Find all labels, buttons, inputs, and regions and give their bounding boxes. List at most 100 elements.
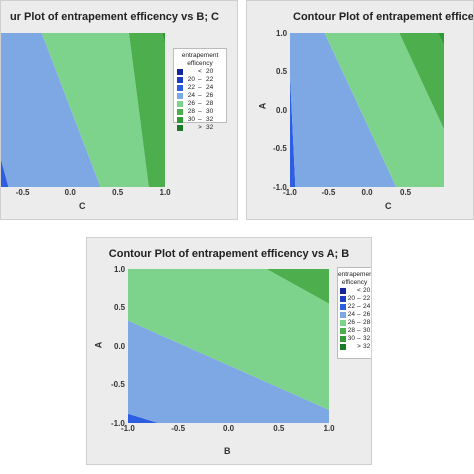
- legend: entrapement efficency <20 20–22 22–24 24–26…: [173, 48, 227, 131]
- y-axis-label: A: [257, 102, 268, 110]
- legend-lower-value: 22: [187, 84, 195, 91]
- legend: entrapement efficency <20 20–22 22–24 24–26…: [337, 267, 371, 359]
- y-axis-label: A: [93, 341, 104, 349]
- legend-upper-value: 32: [206, 116, 214, 123]
- legend-lower-value: 26: [187, 100, 195, 107]
- x-axis-label: C: [79, 201, 86, 211]
- legend-entry: 20–22: [174, 76, 226, 84]
- legend-lower-value: 26: [347, 319, 355, 326]
- legend-lower-value: 30: [187, 116, 195, 123]
- legend-swatch: [340, 336, 346, 342]
- contour-region-3: [128, 33, 165, 187]
- legend-entry: <20: [174, 68, 226, 76]
- legend-entry: <20: [338, 287, 371, 295]
- legend-separator: –: [198, 116, 202, 123]
- chart-title: Contour Plot of entrapement efficency vs…: [108, 248, 350, 260]
- x-tick-label: -1.0: [121, 424, 135, 433]
- x-tick-label: 0.0: [223, 424, 235, 433]
- y-tick-label: 0.5: [276, 67, 288, 76]
- chart-title: ur Plot of entrapement efficency vs B; C: [9, 11, 219, 23]
- legend-swatch: [340, 296, 346, 302]
- x-tick-label: 0.5: [273, 424, 285, 433]
- legend-upper-value: 32: [206, 124, 214, 131]
- legend-lower-value: 30: [347, 335, 355, 342]
- contour-region-0: [1, 159, 9, 187]
- contour-region-2: [41, 33, 149, 187]
- contour-region-2: [324, 33, 444, 187]
- legend-lower-value: 24: [187, 92, 195, 99]
- legend-upper-value: 26: [363, 311, 371, 318]
- legend-swatch: [340, 344, 346, 350]
- legend-lower-value: 28: [347, 327, 355, 334]
- x-tick-label: 1.0: [323, 424, 335, 433]
- contour-plot-area: [128, 269, 329, 423]
- legend-swatch: [177, 77, 183, 83]
- legend-entry: 30–32: [174, 116, 226, 124]
- legend-upper-value: 20: [363, 287, 371, 294]
- legend-lower-value: 22: [347, 303, 355, 310]
- legend-separator: –: [198, 108, 202, 115]
- legend-entry: 24–26: [338, 311, 371, 319]
- legend-swatch: [177, 109, 183, 115]
- contour-panel-ac: Contour Plot of entrapement efficency A …: [246, 0, 474, 220]
- legend-swatch: [177, 101, 183, 107]
- contour-panel-bc: ur Plot of entrapement efficency vs B; C…: [0, 0, 238, 220]
- legend-upper-value: 32: [363, 335, 371, 342]
- legend-swatch: [177, 117, 183, 123]
- legend-upper-value: 30: [206, 108, 214, 115]
- legend-swatch: [177, 93, 183, 99]
- y-tick-label: 0.0: [114, 341, 126, 351]
- legend-entry: 22–24: [338, 303, 371, 311]
- legend-upper-value: 32: [363, 343, 371, 350]
- legend-swatch: [177, 125, 183, 131]
- legend-upper-value: 28: [206, 100, 214, 107]
- legend-upper-value: 22: [363, 295, 371, 302]
- legend-upper-value: 28: [363, 319, 371, 326]
- legend-separator: –: [357, 319, 361, 326]
- contour-plot-area: [1, 33, 165, 187]
- legend-lower-value: 20: [187, 76, 195, 83]
- x-tick-label: 1.0: [159, 188, 171, 197]
- contour-region-0: [290, 75, 296, 187]
- legend-lower-value: 20: [347, 295, 355, 302]
- legend-entry: 24–26: [174, 92, 226, 100]
- x-tick-label: -0.5: [171, 424, 186, 433]
- y-tick-label: -0.5: [111, 380, 125, 389]
- legend-separator: >: [198, 124, 202, 131]
- legend-entry: 26–28: [338, 319, 371, 327]
- x-tick-label: 0.5: [400, 188, 412, 197]
- contour-region-1: [290, 33, 397, 187]
- legend-entry: 28–30: [174, 108, 226, 116]
- legend-separator: –: [198, 76, 202, 83]
- y-tick-label: 1.0: [276, 28, 288, 38]
- legend-lower-value: 24: [347, 311, 355, 318]
- y-tick-label: -1.0: [111, 418, 125, 428]
- contour-region-1: [128, 320, 329, 423]
- legend-entry: >32: [338, 343, 371, 351]
- legend-separator: –: [198, 100, 202, 107]
- legend-swatch: [340, 288, 346, 294]
- y-tick-label: -1.0: [273, 182, 287, 192]
- legend-separator: –: [357, 303, 361, 310]
- legend-entry: 20–22: [338, 295, 371, 303]
- chart-title: Contour Plot of entrapement efficency: [293, 11, 474, 23]
- legend-swatch: [177, 85, 183, 91]
- x-tick-label: 0.0: [64, 188, 76, 197]
- x-tick-label: 0.0: [361, 188, 373, 197]
- contour-region-1: [1, 33, 101, 187]
- legend-swatch: [340, 320, 346, 326]
- legend-entry: 30–32: [338, 335, 371, 343]
- x-axis-label: C: [385, 201, 392, 211]
- y-tick-label: 0.5: [114, 303, 126, 312]
- legend-separator: >: [357, 343, 361, 350]
- legend-upper-value: 30: [363, 327, 371, 334]
- contour-region-4: [438, 33, 444, 45]
- legend-separator: –: [357, 335, 361, 342]
- contour-plot-area: [290, 33, 444, 187]
- legend-entry: 28–30: [338, 327, 371, 335]
- x-tick-label: -0.5: [15, 188, 30, 197]
- legend-upper-value: 26: [206, 92, 214, 99]
- contour-region-0: [128, 413, 159, 423]
- contour-region-2: [128, 269, 329, 410]
- legend-swatch: [177, 69, 183, 75]
